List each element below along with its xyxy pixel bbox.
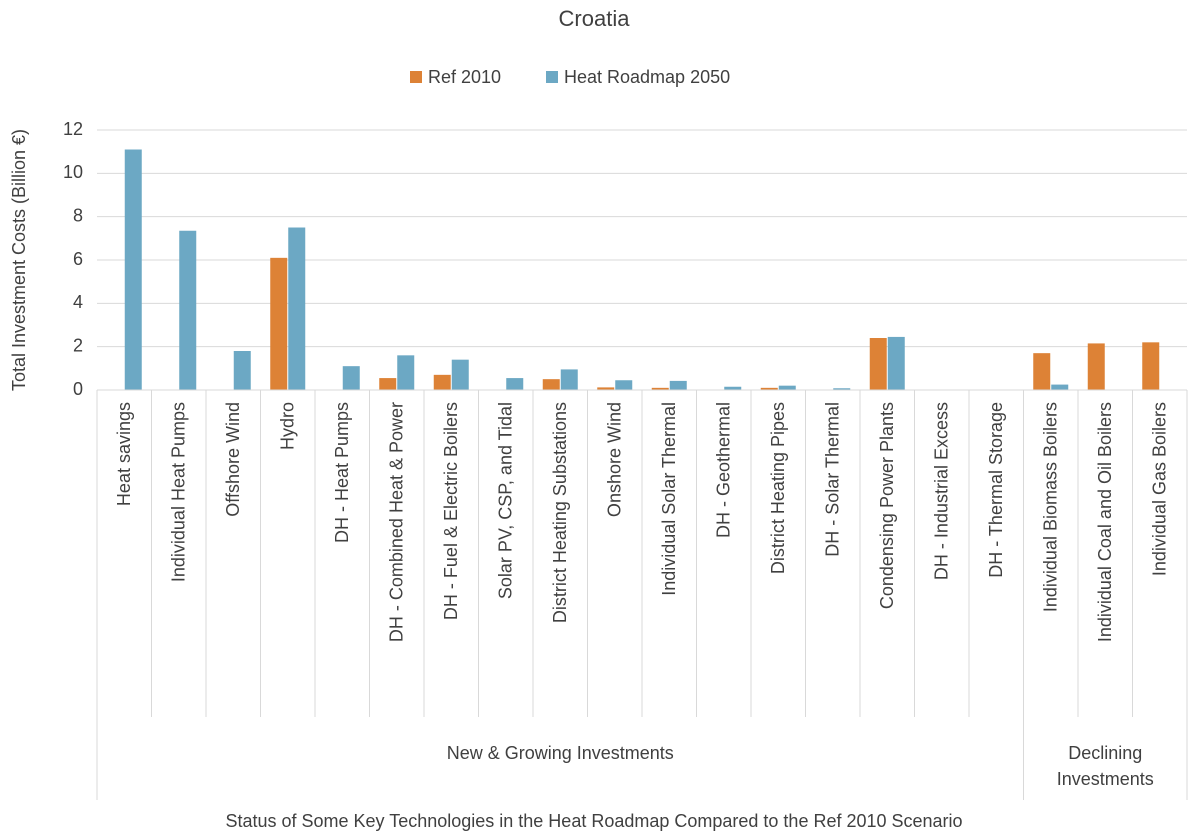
bar — [560, 369, 578, 390]
bar — [615, 380, 633, 390]
x-tick-label: Onshore Wind — [605, 402, 625, 517]
bar — [778, 385, 796, 390]
legend-label: Ref 2010 — [428, 67, 501, 87]
bar — [833, 388, 851, 390]
y-tick-label: 2 — [73, 335, 83, 355]
x-tick-label: Individual Coal and Oil Boilers — [1095, 402, 1115, 642]
legend-label: Heat Roadmap 2050 — [564, 67, 730, 87]
bar — [1033, 353, 1051, 390]
y-tick-label: 10 — [63, 162, 83, 182]
bar — [506, 378, 524, 390]
bar — [597, 387, 615, 390]
chart-title: Croatia — [559, 6, 631, 31]
x-tick-label: District Heating Substations — [550, 402, 570, 623]
bar — [887, 336, 905, 390]
bar — [542, 379, 560, 390]
x-tick-label: Hydro — [278, 402, 298, 450]
bar — [1051, 384, 1069, 390]
bar — [179, 230, 197, 390]
bar — [379, 378, 397, 390]
bar — [288, 227, 306, 390]
x-tick-label: DH - Heat Pumps — [332, 402, 352, 543]
x-tick-label: Individual Heat Pumps — [169, 402, 189, 582]
x-tick-label: Condensing Power Plants — [877, 402, 897, 609]
x-tick-label: DH - Fuel & Electric Boilers — [441, 402, 461, 620]
x-tick-label: Individual Gas Boilers — [1150, 402, 1170, 576]
x-tick-label: DH - Thermal Storage — [986, 402, 1006, 578]
bar — [397, 355, 415, 390]
x-tick-label: DH - Geothermal — [714, 402, 734, 538]
x-tick-label: District Heating Pipes — [768, 402, 788, 574]
bar — [760, 387, 778, 390]
x-axis-title: Status of Some Key Technologies in the H… — [225, 811, 962, 831]
bar — [124, 149, 142, 390]
group-label: Declining Investments — [1056, 743, 1154, 789]
y-tick-label: 12 — [63, 119, 83, 139]
y-axis-title: Total Investment Costs (Billion €) — [9, 129, 29, 391]
y-tick-label: 0 — [73, 379, 83, 399]
bar — [451, 359, 469, 390]
x-tick-label: DH - Industrial Excess — [932, 402, 952, 580]
bar — [724, 386, 742, 390]
x-tick-label: DH - Combined Heat & Power — [387, 402, 407, 642]
bar — [651, 387, 669, 390]
bar — [233, 351, 251, 390]
x-tick-label: Offshore Wind — [223, 402, 243, 517]
bar — [270, 257, 288, 390]
x-tick-label: Heat savings — [114, 402, 134, 506]
legend-swatch — [410, 71, 422, 83]
bar — [669, 380, 687, 390]
x-tick-label: Individual Solar Thermal — [659, 402, 679, 596]
legend-swatch — [546, 71, 558, 83]
bar — [433, 374, 451, 390]
y-tick-label: 6 — [73, 249, 83, 269]
bar — [1087, 343, 1105, 390]
bar — [342, 366, 360, 390]
group-label: New & Growing Investments — [446, 743, 674, 763]
bar — [869, 338, 887, 390]
bar — [1142, 342, 1160, 390]
x-tick-label: Individual Biomass Boilers — [1041, 402, 1061, 612]
y-tick-label: 4 — [73, 292, 83, 312]
x-tick-label: DH - Solar Thermal — [823, 402, 843, 557]
x-tick-label: Solar PV, CSP, and Tidal — [496, 402, 516, 599]
y-tick-label: 8 — [73, 205, 83, 225]
